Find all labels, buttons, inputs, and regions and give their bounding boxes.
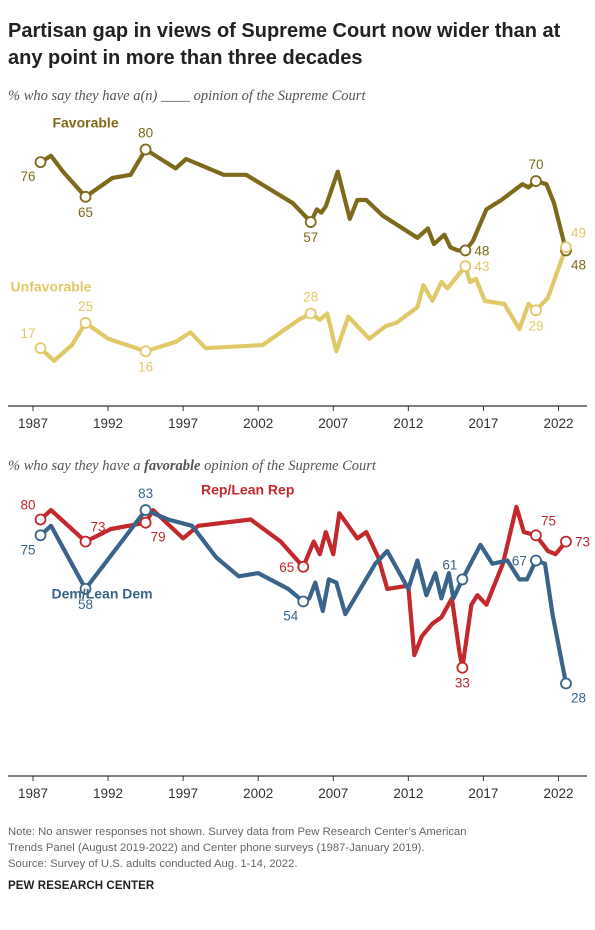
subtitle-prefix: % who say they have a	[8, 458, 145, 474]
data-label-unfavorable-4: 43	[474, 259, 489, 274]
x-tick-label-2007: 2007	[318, 416, 348, 431]
x-tick-label-2012: 2012	[393, 786, 423, 801]
data-point-favorable-5	[530, 175, 542, 187]
x-tick-label-2007: 2007	[318, 786, 348, 801]
data-label-dem-lean-dem-3: 54	[283, 609, 299, 624]
data-point-unfavorable-3	[304, 307, 317, 320]
series-label-unfavorable: Unfavorable	[11, 278, 92, 294]
chart-subtitle-bottom: % who say they have a favorable opinion …	[8, 458, 376, 475]
data-label-dem-lean-dem-2: 83	[138, 486, 153, 501]
data-point-unfavorable-4	[459, 260, 472, 273]
series-line-rep-lean-rep	[38, 504, 569, 670]
data-point-dem-lean-dem-0	[34, 529, 47, 542]
data-point-favorable-4	[459, 244, 472, 257]
data-point-rep-lean-rep-6	[560, 535, 572, 548]
data-point-rep-lean-rep-1	[79, 535, 92, 548]
x-tick-label-2022: 2022	[543, 416, 573, 431]
note-line-1: Note: No answer responses not shown. Sur…	[8, 826, 467, 838]
data-label-favorable-0: 76	[20, 169, 35, 184]
data-label-unfavorable-6: 49	[571, 225, 586, 240]
x-tick-label-1997: 1997	[168, 416, 198, 431]
x-tick-label-2012: 2012	[393, 416, 423, 431]
data-label-unfavorable-5: 29	[528, 318, 543, 333]
data-label-unfavorable-2: 16	[138, 359, 153, 374]
data-point-favorable-2	[139, 143, 152, 156]
data-point-favorable-3	[304, 216, 317, 228]
data-label-dem-lean-dem-0: 75	[20, 542, 35, 557]
x-tick-label-2002: 2002	[243, 786, 273, 801]
series-label-rep-lean-rep: Rep/Lean Rep	[201, 481, 294, 497]
data-label-rep-lean-rep-1: 73	[91, 520, 106, 535]
data-label-rep-lean-rep-5: 75	[541, 513, 556, 528]
data-label-dem-lean-dem-5: 67	[512, 554, 527, 569]
data-point-unfavorable-1	[79, 317, 92, 329]
x-tick-label-2017: 2017	[468, 786, 498, 801]
chart-title: Partisan gap in views of Supreme Court n…	[8, 20, 561, 69]
data-point-favorable-1	[79, 190, 92, 203]
data-point-favorable-0	[34, 156, 47, 169]
note-line-3: Source: Survey of U.S. adults conducted …	[8, 858, 298, 870]
data-point-dem-lean-dem-4	[456, 573, 469, 586]
data-label-favorable-2: 80	[138, 126, 153, 141]
subtitle-emphasis: favorable	[144, 458, 201, 474]
chart-subtitle-top: % who say they have a(n) ____ opinion of…	[8, 88, 366, 104]
x-tick-label-1987: 1987	[18, 416, 48, 431]
data-point-rep-lean-rep-3	[297, 560, 310, 573]
series-label-favorable: Favorable	[52, 114, 118, 130]
data-label-rep-lean-rep-0: 80	[20, 498, 35, 513]
data-label-rep-lean-rep-6: 73	[575, 535, 590, 550]
data-label-dem-lean-dem-6: 28	[571, 690, 586, 705]
x-tick-label-1997: 1997	[168, 786, 198, 801]
data-point-unfavorable-6	[560, 241, 572, 254]
data-label-favorable-4: 48	[474, 243, 489, 258]
data-point-dem-lean-dem-2	[139, 504, 152, 516]
x-tick-label-1992: 1992	[93, 786, 123, 801]
series-label-dem-lean-dem: Dem/Lean Dem	[51, 585, 152, 601]
x-tick-label-1992: 1992	[93, 416, 123, 431]
subtitle-suffix: opinion of the Supreme Court	[200, 458, 376, 474]
data-point-unfavorable-5	[530, 304, 542, 317]
data-label-unfavorable-0: 17	[20, 326, 35, 341]
note-line-2: Trends Panel (August 2019-2022) and Cent…	[8, 842, 425, 854]
data-label-unfavorable-3: 28	[303, 289, 318, 304]
data-label-rep-lean-rep-3: 65	[279, 560, 294, 575]
data-label-dem-lean-dem-4: 61	[442, 557, 457, 572]
data-point-unfavorable-0	[34, 342, 47, 355]
x-tick-label-2017: 2017	[468, 416, 498, 431]
data-label-favorable-1: 65	[78, 205, 93, 220]
data-label-favorable-3: 57	[303, 230, 318, 245]
data-point-dem-lean-dem-6	[560, 677, 572, 690]
favorability-chart: 1987 1992 1997 2002 2007 2012 2017 2022 76 65 80 57…	[8, 114, 587, 431]
series-line-dem-lean-dem	[38, 508, 569, 686]
x-tick-label-1987: 1987	[18, 786, 48, 801]
data-point-unfavorable-2	[139, 345, 152, 358]
data-label-favorable-6: 48	[571, 257, 586, 272]
data-label-favorable-5: 70	[528, 157, 543, 172]
partisan-favorability-chart: 1987 1992 1997 2002 2007 2012 2017 2022 80 73 79 65…	[8, 481, 590, 801]
data-point-dem-lean-dem-3	[297, 595, 310, 608]
x-tick-label-2022: 2022	[543, 786, 573, 801]
data-label-rep-lean-rep-2: 79	[151, 530, 166, 545]
data-label-dem-lean-dem-1: 58	[78, 597, 93, 612]
data-point-rep-lean-rep-0	[34, 513, 47, 526]
data-point-rep-lean-rep-5	[530, 529, 542, 542]
chart-note: Note: No answer responses not shown. Sur…	[8, 824, 588, 872]
data-point-dem-lean-dem-1	[79, 582, 92, 595]
data-label-rep-lean-rep-4: 33	[455, 676, 470, 691]
x-tick-label-2002: 2002	[243, 416, 273, 431]
source-credit: PEW RESEARCH CENTER	[8, 880, 155, 892]
series-line-unfavorable	[38, 245, 569, 363]
data-point-rep-lean-rep-2	[139, 516, 152, 529]
data-point-rep-lean-rep-4	[456, 661, 469, 674]
data-point-dem-lean-dem-5	[530, 554, 542, 567]
data-label-unfavorable-1: 25	[78, 299, 93, 314]
